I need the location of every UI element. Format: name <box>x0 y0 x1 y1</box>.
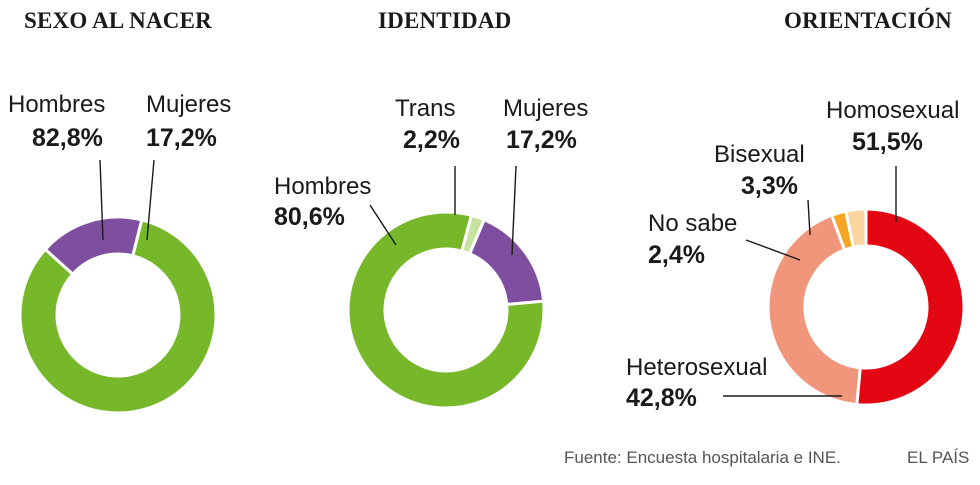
slice-label-0-1: Mujeres <box>146 91 231 118</box>
slice-value-2-0: 51,5% <box>852 128 923 156</box>
chart-title-identidad: IDENTIDAD <box>378 8 512 33</box>
leader-line-0-0 <box>99 159 104 241</box>
slice-value-1-1: 17,2% <box>506 126 577 154</box>
chart-title-orientacion: ORIENTACIÓN <box>784 8 952 33</box>
slice-0-1 <box>43 215 144 276</box>
slice-label-0-0: Hombres <box>8 91 105 118</box>
slice-label-2-2: No sabe <box>648 210 737 237</box>
leader-line-1-2 <box>369 204 397 246</box>
slice-value-2-3: 3,3% <box>741 172 798 200</box>
chart-title-sexo: SEXO AL NACER <box>24 8 212 33</box>
source-note: Fuente: Encuesta hospitalaria e INE. <box>564 448 841 467</box>
slice-value-0-1: 17,2% <box>146 124 217 152</box>
slice-value-2-1: 42,8% <box>626 384 697 412</box>
slice-label-1-0: Trans <box>395 95 455 122</box>
leader-line-2-2 <box>745 239 801 261</box>
slice-value-2-2: 2,4% <box>648 241 705 269</box>
slice-value-0-0: 82,8% <box>32 124 103 152</box>
slice-1-1 <box>468 218 546 307</box>
slice-label-1-1: Mujeres <box>503 95 588 122</box>
brand-label: EL PAÍS <box>907 448 970 467</box>
slice-1-2 <box>346 210 546 410</box>
leader-line-2-3 <box>807 199 811 236</box>
slice-value-1-0: 2,2% <box>403 126 460 154</box>
leader-line-1-1 <box>511 165 517 256</box>
slice-label-2-0: Homosexual <box>826 97 959 124</box>
slice-0-0 <box>18 218 218 415</box>
slice-2-0 <box>855 207 966 407</box>
slice-label-2-1: Heterosexual <box>626 354 767 381</box>
slice-2-3 <box>844 207 868 249</box>
leader-line-0-1 <box>146 159 155 241</box>
slice-label-1-2: Hombres <box>274 173 371 200</box>
slice-2-1 <box>766 213 862 407</box>
slice-label-2-3: Bisexual <box>714 141 805 168</box>
slice-value-1-2: 80,6% <box>274 203 345 231</box>
